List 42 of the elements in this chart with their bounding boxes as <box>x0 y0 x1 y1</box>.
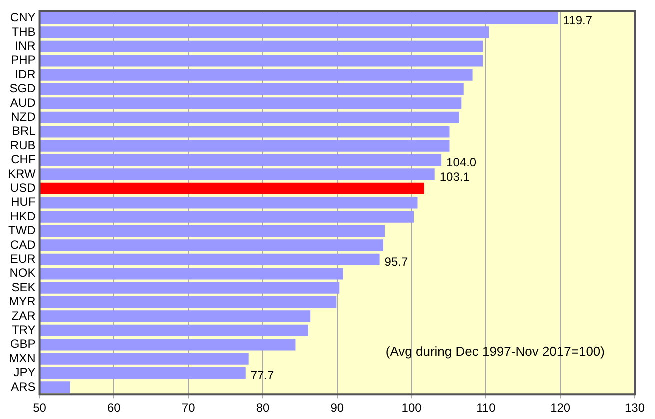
data-label: 104.0 <box>446 156 477 170</box>
y-tick-label: JPY <box>14 366 36 380</box>
y-tick-label: IDR <box>15 67 36 82</box>
x-tick-label: 130 <box>624 401 646 416</box>
y-tick-label: TRY <box>12 323 36 338</box>
y-tick-label: EUR <box>10 252 36 266</box>
y-tick-label: NOK <box>10 266 36 280</box>
y-tick-label: NZD <box>11 110 36 124</box>
y-tick-label: TWD <box>8 224 36 238</box>
y-tick-label: AUD <box>10 96 36 110</box>
x-tick-label: 60 <box>108 401 122 416</box>
data-label: 119.7 <box>563 14 593 28</box>
x-tick-label: 100 <box>402 401 422 416</box>
x-tick-label: 50 <box>33 401 47 416</box>
y-tick-label: RUB <box>10 138 36 152</box>
y-tick-label: KRW <box>8 166 36 181</box>
y-tick-label: SEK <box>12 280 36 294</box>
y-tick-label: BRL <box>12 124 36 138</box>
y-tick-label: CNY <box>10 10 36 25</box>
y-tick-label: MXN <box>9 351 36 366</box>
y-tick-label: THB <box>12 24 36 39</box>
y-tick-label: GBP <box>10 337 36 352</box>
y-tick-label: SGD <box>10 82 36 96</box>
y-tick-label: ZAR <box>12 308 36 323</box>
y-tick-label: HUF <box>11 195 36 210</box>
y-tick-label: CAD <box>10 238 36 252</box>
x-tick-label: 90 <box>330 401 344 416</box>
x-tick-label: 110 <box>476 401 496 416</box>
y-tick-label: MYR <box>9 294 36 309</box>
x-tick-label: 70 <box>182 401 196 416</box>
y-tick-label: CHF <box>11 152 36 167</box>
x-tick-label: 80 <box>256 401 270 416</box>
annotation: (Avg during Dec 1997-Nov 2017=100) <box>386 344 605 360</box>
x-tick-label: 120 <box>550 401 571 416</box>
data-label: 103.1 <box>440 170 470 184</box>
y-tick-label: INR <box>15 39 36 54</box>
y-tick-label: ARS <box>11 380 36 394</box>
data-label: 77.7 <box>250 368 275 383</box>
y-tick-label: HKD <box>10 209 36 224</box>
y-tick-label: PHP <box>11 53 36 68</box>
y-tick-label: USD <box>10 181 36 196</box>
data-label: 95.7 <box>384 255 408 270</box>
